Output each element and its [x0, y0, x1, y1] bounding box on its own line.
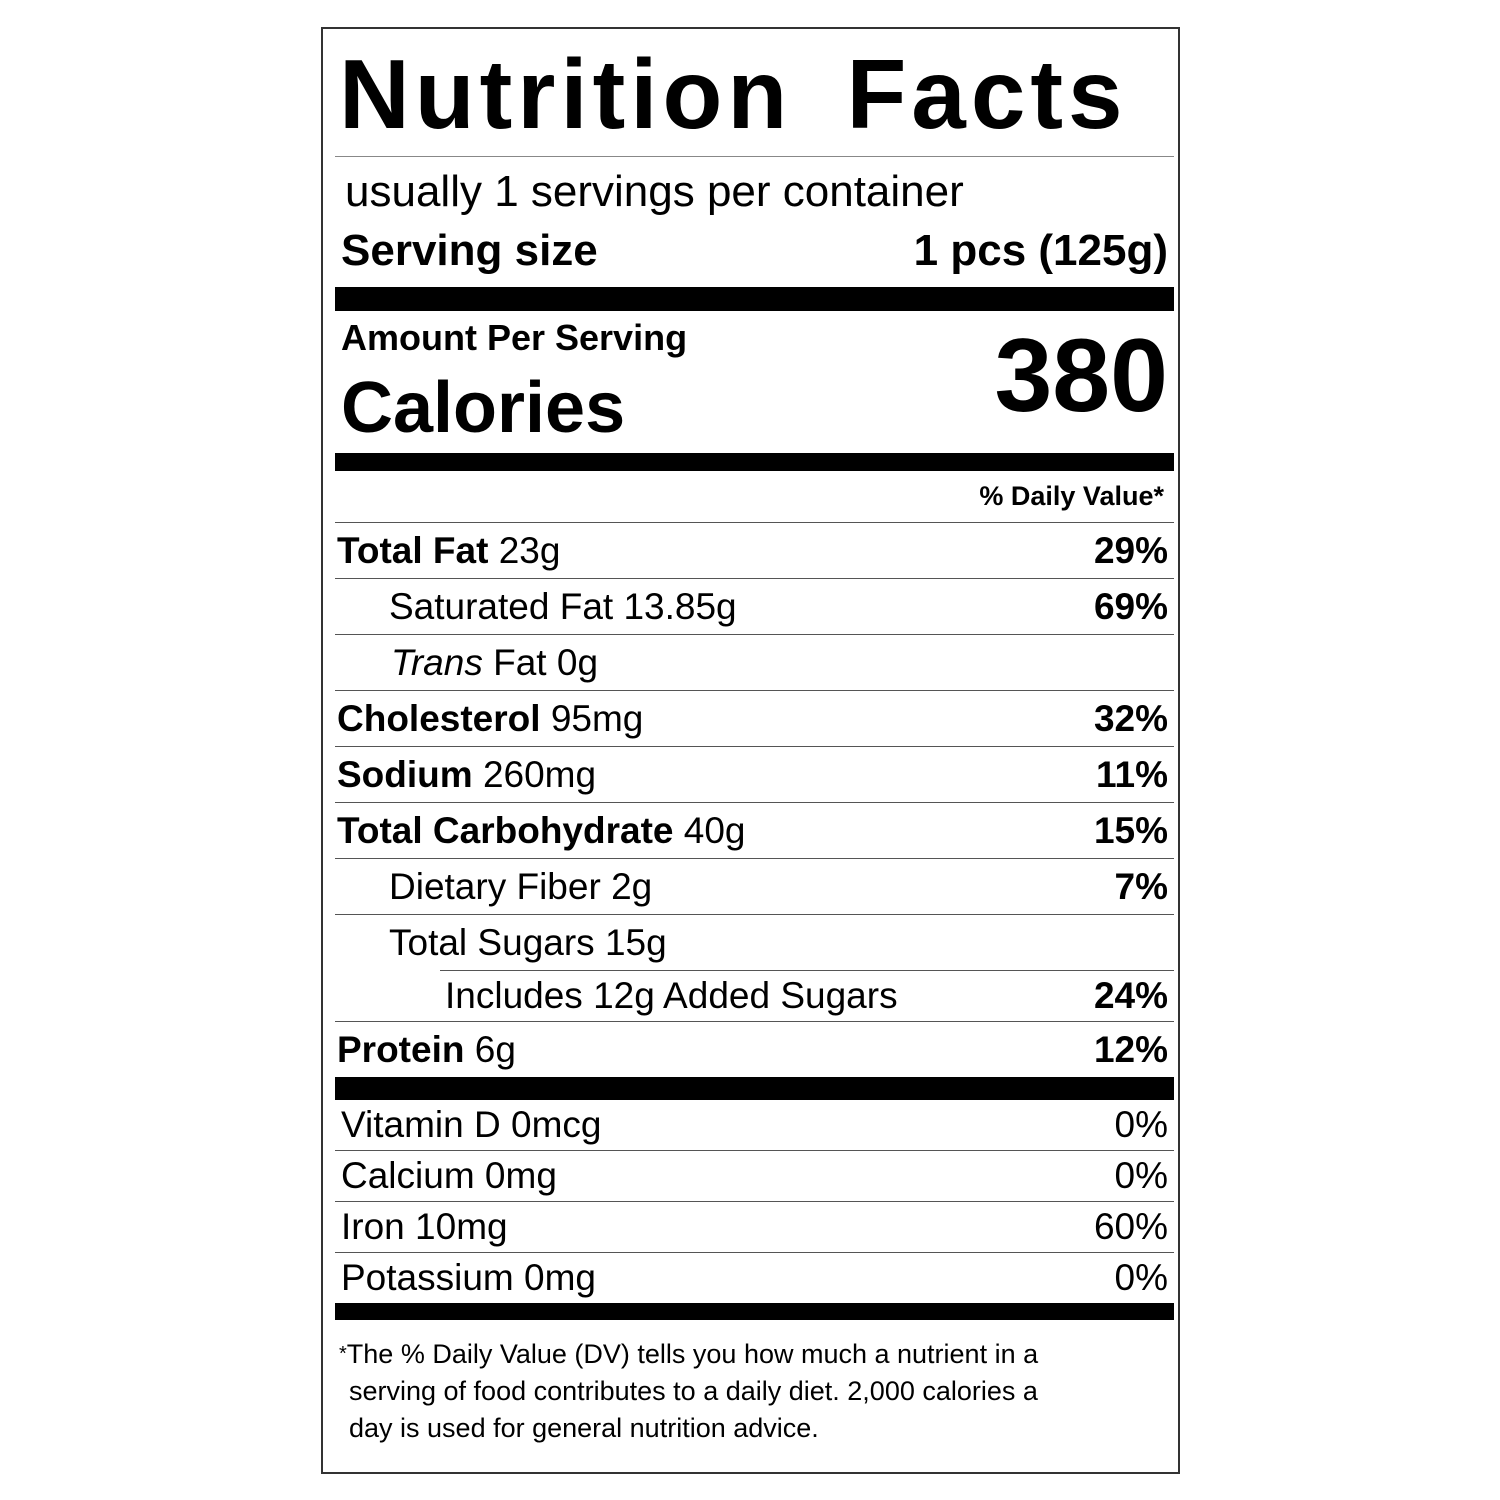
nutrient-dv: 11% — [1095, 753, 1168, 795]
nutrient-name: Protein — [337, 1028, 465, 1070]
calories-label: Calories — [341, 368, 626, 448]
divider — [335, 522, 1174, 523]
nutrient-dv: 32% — [1093, 697, 1168, 739]
divider — [335, 1150, 1174, 1151]
nutrient-row-dietary-fiber: Dietary Fiber 2g 7% — [335, 859, 1174, 914]
calories-row: Calories 380 — [335, 318, 1174, 453]
nutrient-amount: 2g — [611, 865, 653, 907]
nutrient-row-protein: Protein 6g 12% — [335, 1022, 1174, 1077]
nutrient-amount: 40g — [683, 809, 746, 851]
divider — [335, 746, 1174, 747]
divider — [440, 970, 1174, 971]
nutrient-name: Sodium — [337, 753, 473, 795]
vitamin-row-iron: Iron 10mg 60% — [341, 1206, 1168, 1247]
nutrient-name: Total Fat — [337, 529, 489, 571]
nutrient-row-total-carbohydrate: Total Carbohydrate 40g 15% — [335, 803, 1174, 858]
nutrient-amount: 95mg — [550, 697, 644, 739]
nutrient-name: Saturated Fat — [389, 585, 614, 627]
nutrient-name: Fat — [493, 641, 547, 683]
nutrient-name: Cholesterol — [337, 697, 541, 739]
divider — [335, 914, 1174, 915]
vitamin-row-potassium: Potassium 0mg 0% — [341, 1257, 1168, 1298]
nutrient-amount: 0g — [556, 641, 599, 683]
nutrient-row-saturated-fat: Saturated Fat 13.85g 69% — [335, 579, 1174, 634]
nutrient-name: Total Carbohydrate — [337, 809, 674, 851]
nutrient-row-added-sugars: Includes 12g Added Sugars 24% — [335, 971, 1174, 1021]
nutrient-amount: 15g — [604, 921, 667, 963]
serving-size: Serving size 1 pcs (125g) — [335, 221, 1174, 287]
vitamin-row-vitamin-d: Vitamin D 0mcg 0% — [341, 1104, 1168, 1145]
nutrient-dv: 15% — [1093, 809, 1168, 851]
nutrient-amount: 6g — [474, 1028, 516, 1070]
nutrient-row-cholesterol: Cholesterol 95mg 32% — [335, 691, 1174, 746]
nutrient-name: Includes 12g Added Sugars — [445, 975, 898, 1016]
calories-value: 380 — [994, 318, 1168, 434]
nutrient-row-trans-fat: Trans Fat 0g — [335, 635, 1174, 690]
divider — [335, 634, 1174, 635]
nutrient-name: Dietary Fiber — [389, 865, 601, 907]
amount-per-serving: Amount Per Serving — [341, 317, 688, 358]
divider — [335, 690, 1174, 691]
nutrient-amount: 23g — [498, 529, 561, 571]
thick-divider — [335, 1303, 1174, 1320]
divider — [335, 1252, 1174, 1253]
nutrient-amount: 260mg — [482, 753, 597, 795]
serving-size-value: 1 pcs (125g) — [913, 226, 1168, 275]
nutrient-dv: 29% — [1093, 529, 1168, 571]
nutrient-row-total-fat: Total Fat 23g 29% — [335, 523, 1174, 578]
label-title: Nutrition Facts — [339, 39, 1128, 149]
nutrient-row-total-sugars: Total Sugars 15g — [335, 915, 1174, 970]
thick-divider — [335, 1077, 1174, 1100]
divider — [335, 156, 1174, 157]
nutrition-facts-label: Nutrition Facts usually 1 servings per c… — [321, 27, 1180, 1474]
divider — [335, 802, 1174, 803]
nutrient-dv: 69% — [1093, 585, 1168, 627]
nutrient-name-italic: Trans — [391, 641, 483, 683]
nutrient-dv: 24% — [1093, 975, 1168, 1016]
nutrient-name: Total Sugars — [389, 921, 595, 963]
thick-divider — [335, 287, 1174, 311]
thick-divider — [335, 453, 1174, 471]
serving-size-label: Serving size — [341, 226, 598, 275]
divider — [335, 1201, 1174, 1202]
divider — [335, 1021, 1174, 1022]
nutrient-row-sodium: Sodium 260mg 11% — [335, 747, 1174, 802]
footnote: *The % Daily Value (DV) tells you how mu… — [339, 1339, 1039, 1443]
divider — [335, 858, 1174, 859]
daily-value-header: % Daily Value* — [979, 481, 1164, 511]
nutrient-dv: 12% — [1093, 1028, 1168, 1070]
nutrient-dv: 7% — [1114, 865, 1168, 907]
nutrient-amount: 13.85g — [623, 585, 737, 627]
divider — [335, 578, 1174, 579]
vitamin-row-calcium: Calcium 0mg 0% — [341, 1155, 1168, 1196]
servings-per-container: usually 1 servings per container — [345, 167, 964, 216]
